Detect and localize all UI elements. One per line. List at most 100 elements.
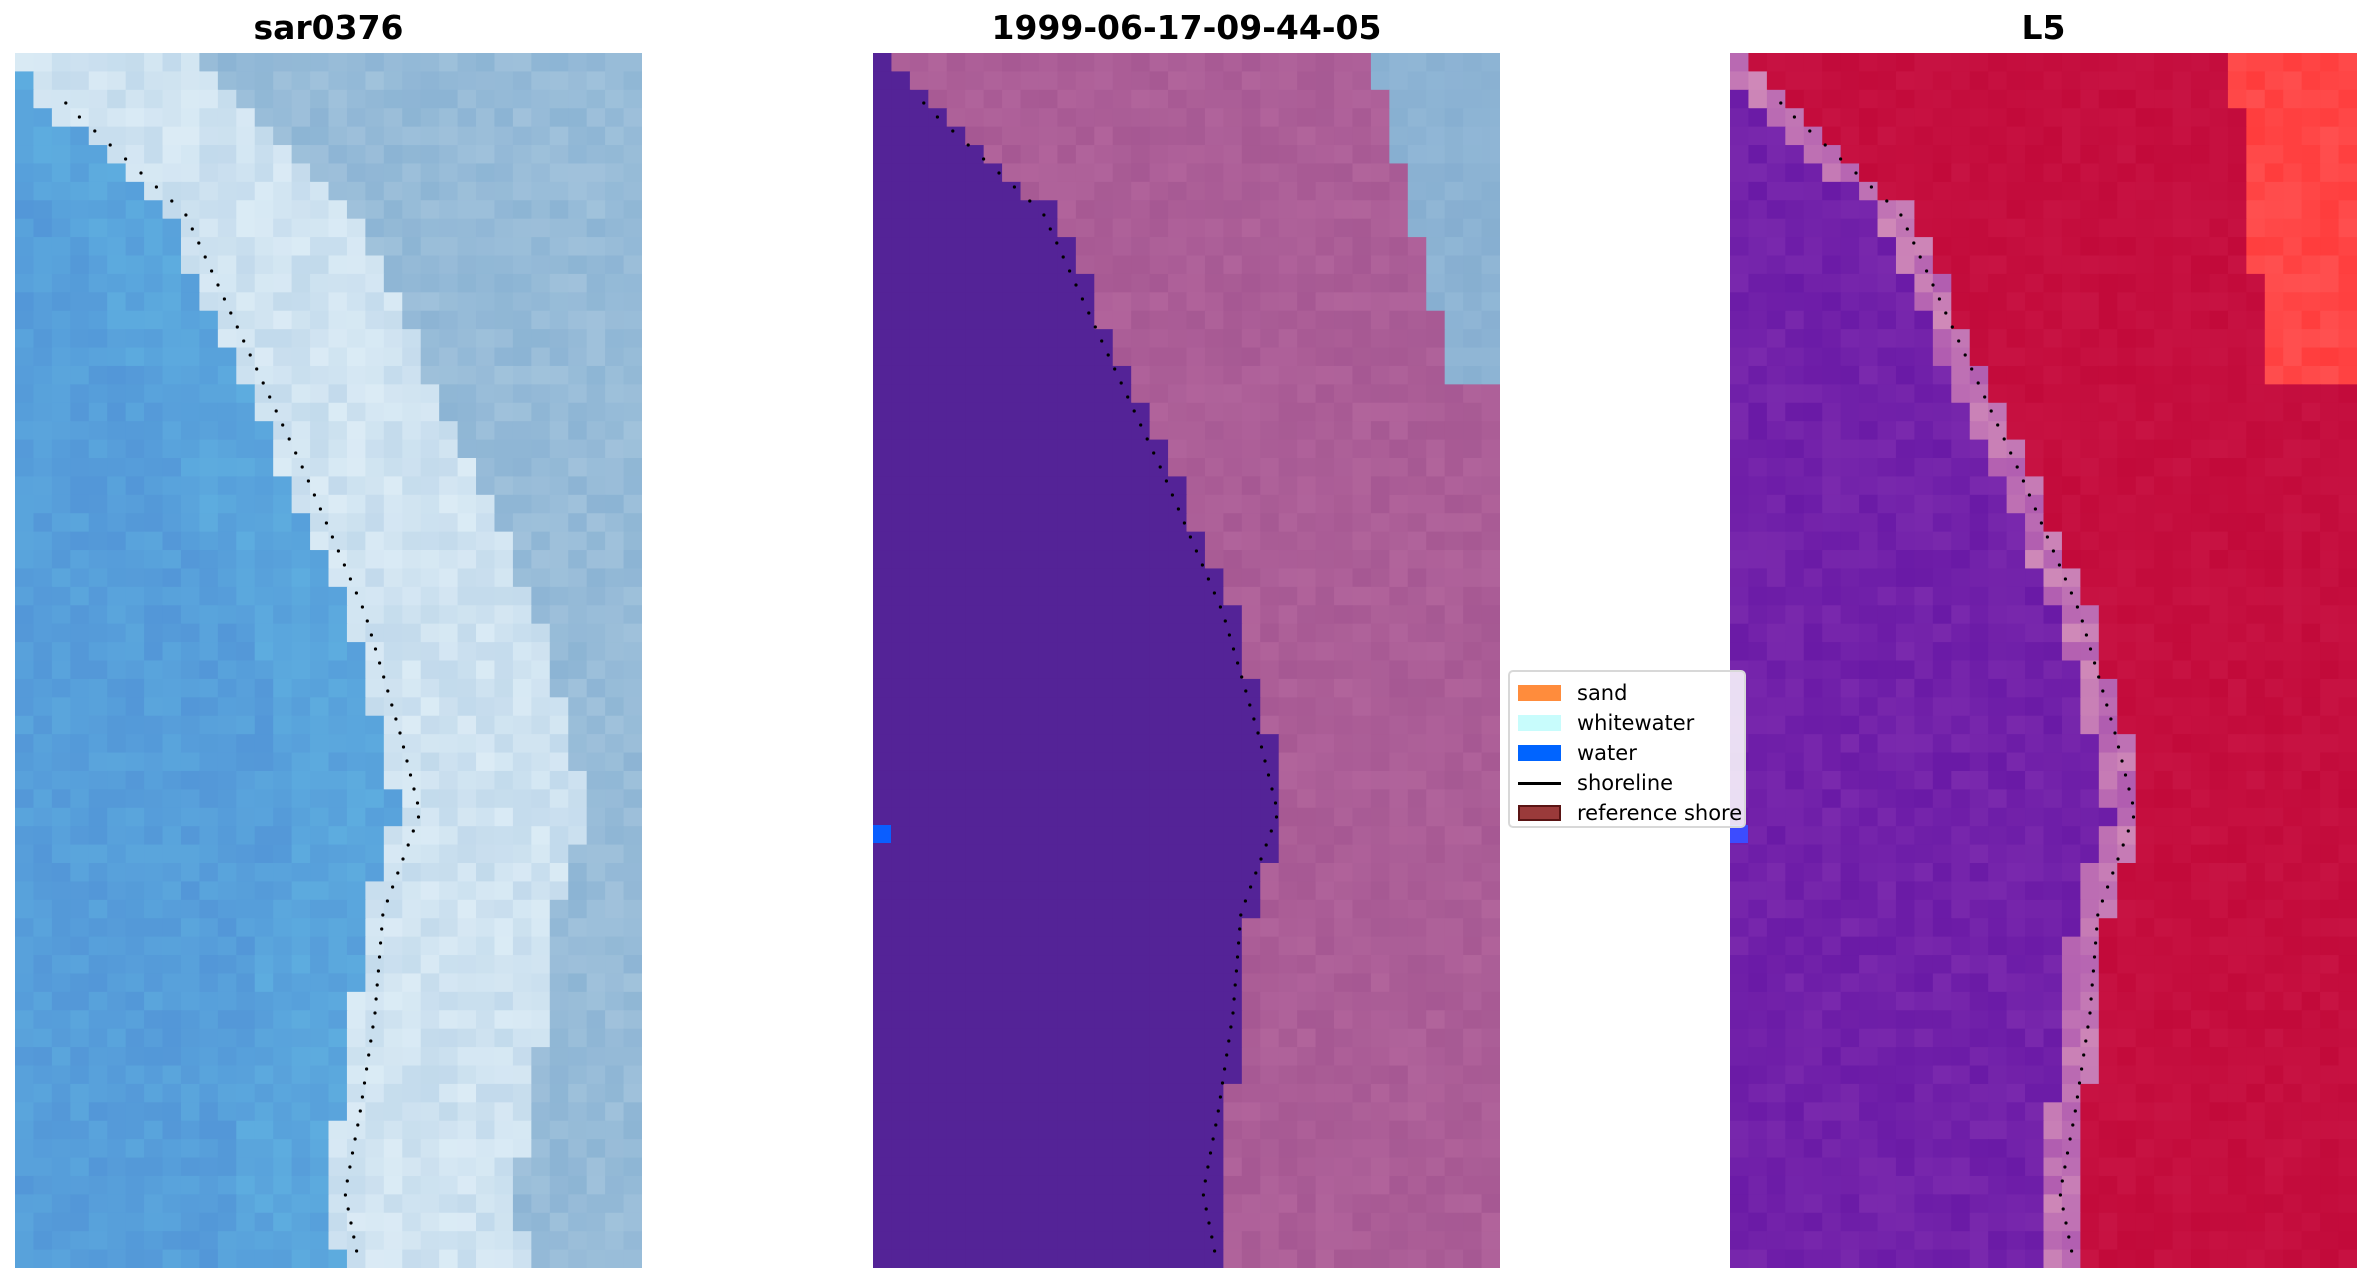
image-pixel	[273, 678, 293, 698]
image-pixel	[928, 329, 948, 349]
image-pixel	[1223, 181, 1243, 201]
image-pixel	[1297, 181, 1317, 201]
image-pixel	[1730, 108, 1750, 128]
image-pixel	[273, 899, 293, 919]
image-pixel	[531, 1028, 551, 1048]
image-pixel	[873, 1194, 893, 1214]
image-pixel	[568, 568, 588, 588]
image-pixel	[2098, 71, 2118, 91]
image-pixel	[946, 734, 966, 754]
image-pixel	[1131, 660, 1151, 680]
image-pixel	[1204, 1249, 1224, 1268]
image-pixel	[1463, 973, 1483, 993]
image-pixel	[88, 1120, 108, 1140]
image-pixel	[1094, 623, 1114, 643]
image-pixel	[1204, 881, 1224, 901]
image-pixel	[328, 955, 348, 975]
image-pixel	[33, 863, 53, 883]
image-pixel	[365, 642, 385, 662]
image-pixel	[1149, 53, 1169, 73]
image-pixel	[928, 53, 948, 73]
image-pixel	[623, 918, 642, 938]
image-pixel	[586, 218, 606, 238]
image-pixel	[928, 163, 948, 183]
image-pixel	[1389, 273, 1409, 293]
image-pixel	[1020, 623, 1040, 643]
image-pixel	[254, 1065, 274, 1085]
shoreline-point	[390, 703, 394, 707]
image-pixel	[420, 734, 440, 754]
image-pixel	[549, 807, 569, 827]
image-pixel	[873, 1102, 893, 1122]
shoreline-dots	[922, 101, 1279, 1253]
image-pixel	[1315, 237, 1335, 257]
shoreline-point	[1220, 1081, 1225, 1085]
image-pixel	[1481, 458, 1500, 478]
shoreline-point	[300, 465, 304, 469]
image-pixel	[402, 439, 422, 459]
image-pixel	[623, 973, 642, 993]
image-pixel	[909, 108, 929, 128]
image-pixel	[928, 458, 948, 478]
image-pixel	[1057, 605, 1077, 625]
image-pixel	[1131, 844, 1151, 864]
image-pixel	[199, 1102, 219, 1122]
image-pixel	[1075, 347, 1095, 367]
image-pixel	[15, 1010, 35, 1030]
image-pixel	[328, 329, 348, 349]
image-pixel	[439, 439, 459, 459]
image-pixel	[254, 53, 274, 73]
image-pixel	[1020, 71, 1040, 91]
image-pixel	[33, 1120, 53, 1140]
image-pixel	[531, 642, 551, 662]
image-pixel	[2320, 200, 2340, 220]
image-pixel	[328, 273, 348, 293]
image-pixel	[402, 218, 422, 238]
image-pixel	[1075, 770, 1095, 790]
image-pixel	[2006, 126, 2026, 146]
image-pixel	[1426, 973, 1446, 993]
image-pixel	[946, 1194, 966, 1214]
image-pixel	[586, 71, 606, 91]
shoreline-point	[1152, 451, 1156, 455]
image-pixel	[1278, 1212, 1298, 1232]
image-pixel	[1149, 126, 1169, 146]
image-pixel	[15, 310, 35, 330]
image-pixel	[1204, 89, 1224, 109]
image-pixel	[457, 365, 477, 385]
image-pixel	[1112, 1212, 1132, 1232]
image-pixel	[512, 678, 532, 698]
image-pixel	[236, 1120, 256, 1140]
image-pixel	[891, 89, 911, 109]
image-pixel	[891, 826, 911, 846]
image-pixel	[328, 1231, 348, 1251]
image-pixel	[125, 605, 145, 625]
image-pixel	[2264, 126, 2284, 146]
image-pixel	[1075, 200, 1095, 220]
image-pixel	[439, 1102, 459, 1122]
image-pixel	[946, 163, 966, 183]
image-pixel	[1297, 1065, 1317, 1085]
image-pixel	[1481, 1083, 1500, 1103]
image-pixel	[365, 458, 385, 478]
image-pixel	[1389, 844, 1409, 864]
image-pixel	[1002, 71, 1022, 91]
image-pixel	[476, 1083, 496, 1103]
image-pixel	[1002, 697, 1022, 717]
image-pixel	[512, 1175, 532, 1195]
image-pixel	[1370, 273, 1390, 293]
image-pixel	[51, 1212, 71, 1232]
image-pixel	[144, 108, 164, 128]
image-pixel	[1020, 1120, 1040, 1140]
image-pixel	[1075, 697, 1095, 717]
image-pixel	[125, 1083, 145, 1103]
image-pixel	[605, 1102, 625, 1122]
image-pixel	[928, 1175, 948, 1195]
image-pixel	[965, 936, 985, 956]
image-pixel	[1112, 365, 1132, 385]
image-pixel	[1481, 292, 1500, 312]
image-pixel	[1822, 53, 1842, 73]
image-pixel	[928, 71, 948, 91]
image-pixel	[2061, 89, 2081, 109]
image-pixel	[144, 1083, 164, 1103]
